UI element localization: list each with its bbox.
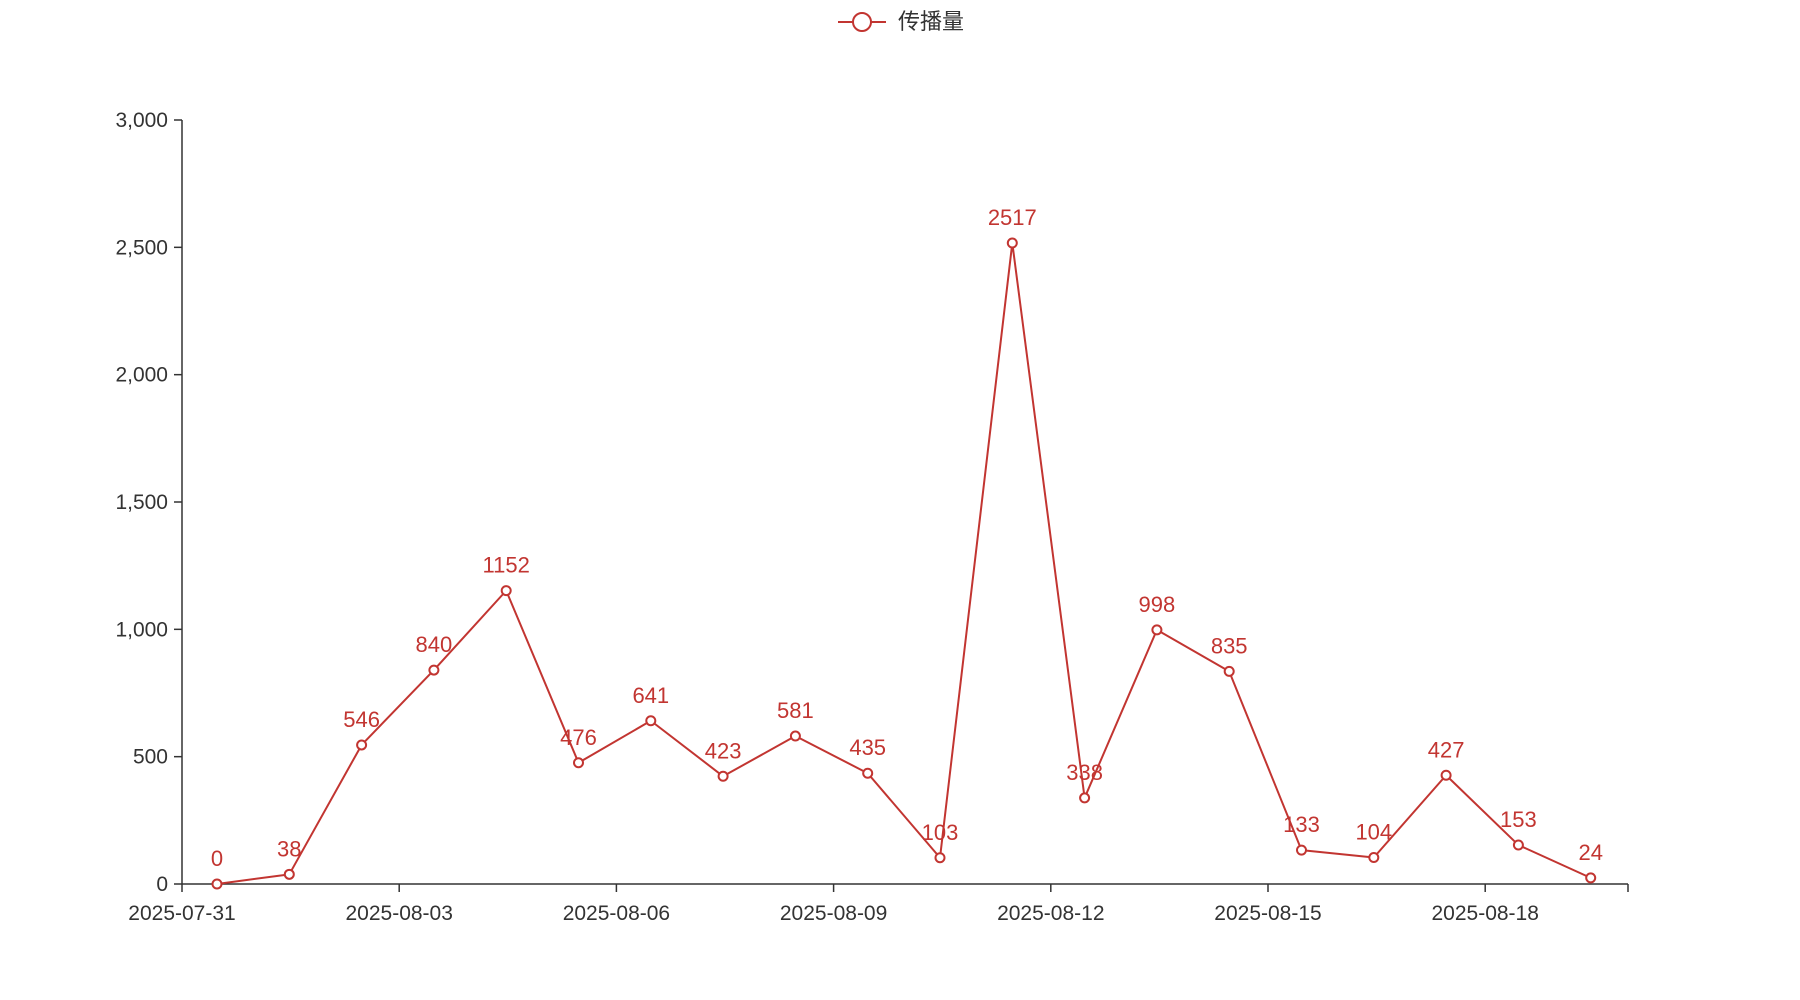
data-label: 103 <box>922 820 959 845</box>
x-tick-label: 2025-07-31 <box>128 902 235 925</box>
data-point[interactable] <box>1079 792 1091 804</box>
data-label: 338 <box>1066 760 1103 785</box>
data-label: 998 <box>1139 592 1176 617</box>
data-point[interactable] <box>283 868 295 880</box>
data-point[interactable] <box>1512 839 1524 851</box>
data-point[interactable] <box>1368 852 1380 864</box>
data-label: 423 <box>705 738 742 763</box>
data-label: 1152 <box>483 553 530 578</box>
legend-circle-icon <box>852 12 872 32</box>
x-tick-label: 2025-08-18 <box>1431 902 1538 925</box>
data-point[interactable] <box>645 715 657 727</box>
data-point[interactable] <box>862 767 874 779</box>
data-point[interactable] <box>356 739 368 751</box>
data-point[interactable] <box>1223 665 1235 677</box>
data-point[interactable] <box>1151 624 1163 636</box>
x-axis: 2025-07-31 2025-08-03 2025-08-06 2025-08-09… <box>128 883 1629 925</box>
data-label: 24 <box>1578 840 1602 865</box>
data-point[interactable] <box>1440 769 1452 781</box>
data-label: 104 <box>1355 820 1392 845</box>
data-point[interactable] <box>1296 844 1307 856</box>
data-point[interactable] <box>500 585 512 597</box>
x-tick-label: 2025-08-03 <box>345 902 452 925</box>
x-tick-label: 2025-08-15 <box>1214 902 1321 925</box>
data-label: 835 <box>1211 633 1248 658</box>
data-label: 435 <box>849 735 886 760</box>
legend[interactable]: 传播量 <box>838 9 964 34</box>
data-label: 153 <box>1500 807 1537 832</box>
data-point[interactable] <box>573 757 584 769</box>
data-label: 476 <box>560 725 597 750</box>
data-label: 546 <box>343 707 380 732</box>
data-point[interactable] <box>211 878 223 890</box>
data-point[interactable] <box>717 770 729 782</box>
data-point[interactable] <box>1006 237 1018 249</box>
y-tick-label: 2,000 <box>115 364 168 387</box>
data-label: 2517 <box>988 205 1037 230</box>
x-tick-label: 2025-08-06 <box>563 902 670 925</box>
x-tick-label: 2025-08-12 <box>997 902 1104 925</box>
data-label: 581 <box>777 698 814 723</box>
x-tick-label: 2025-08-09 <box>780 902 887 925</box>
data-point[interactable] <box>1585 872 1597 884</box>
y-tick-label: 1,000 <box>115 618 168 641</box>
data-label: 427 <box>1428 737 1465 762</box>
series-line <box>216 242 1592 885</box>
data-label: 133 <box>1283 812 1320 837</box>
legend-label: 传播量 <box>898 9 964 34</box>
data-label-layer: 0 38 546 840 1152 476 641 423 581 435 103 2517 338 99… <box>211 205 1603 871</box>
y-axis: 0 500 1,000 1,500 2,000 2,500 3,000 <box>115 109 183 896</box>
data-label: 38 <box>277 836 301 861</box>
y-tick-label: 1,500 <box>115 491 168 514</box>
data-point[interactable] <box>428 664 440 676</box>
y-tick-label: 0 <box>156 873 168 896</box>
y-tick-label: 3,000 <box>115 109 168 132</box>
data-label: 840 <box>416 632 453 657</box>
data-point[interactable] <box>934 852 946 864</box>
data-point[interactable] <box>789 730 801 742</box>
y-tick-label: 500 <box>133 746 168 769</box>
series-layer <box>211 237 1597 890</box>
y-tick-label: 2,500 <box>115 236 168 259</box>
data-label: 641 <box>632 683 669 708</box>
data-label: 0 <box>211 846 223 871</box>
